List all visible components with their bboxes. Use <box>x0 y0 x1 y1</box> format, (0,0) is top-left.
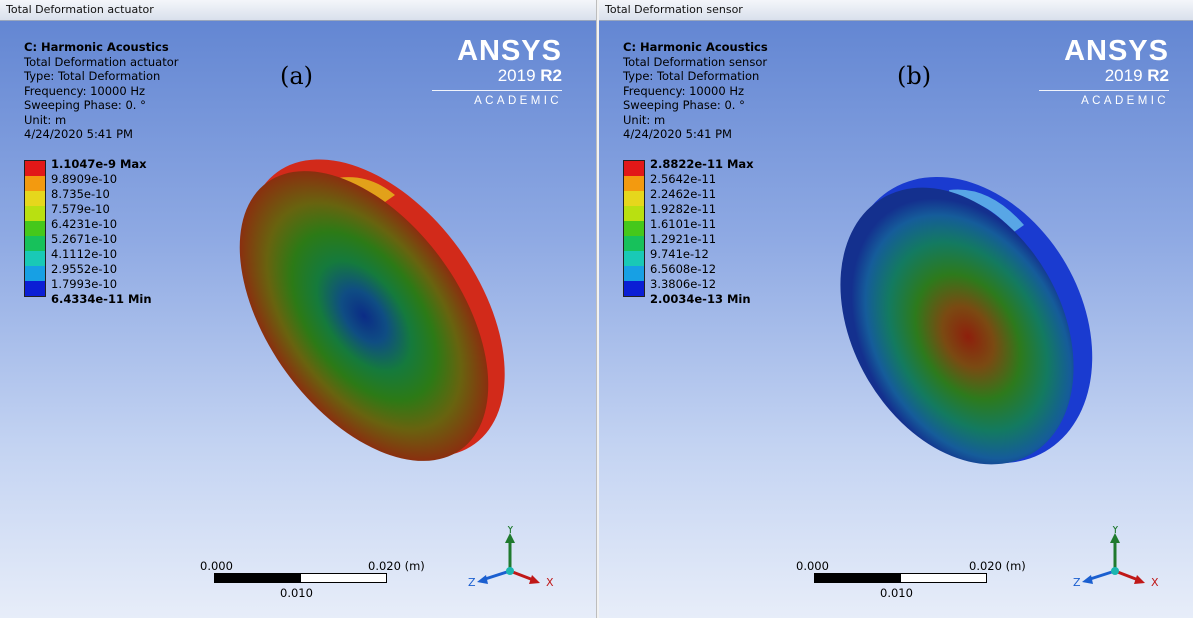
legend-value: 2.2462e-11 <box>650 187 717 201</box>
viewport-actuator[interactable]: Total Deformation actuator C: Harmonic A… <box>0 0 596 618</box>
scale-segment-black <box>214 573 301 583</box>
scale-mid-label: 0.010 <box>880 586 913 600</box>
legend-value: 6.4231e-10 <box>51 217 118 231</box>
legend-band <box>624 206 644 221</box>
legend-value: 2.5642e-11 <box>650 172 717 186</box>
result-type: Type: Total Deformation <box>623 69 760 83</box>
legend-band <box>624 161 644 176</box>
figure-label: (a) <box>280 62 314 90</box>
scale-right-label: 0.020 (m) <box>969 559 1026 573</box>
legend-value: 8.735e-10 <box>51 187 110 201</box>
analysis-name: C: Harmonic Acoustics <box>623 40 768 54</box>
axis-z-label: Z <box>1073 576 1081 589</box>
ansys-logo: ANSYS 2019 R2 ACADEMIC <box>1039 36 1169 107</box>
legend-value: 3.3806e-12 <box>650 277 717 291</box>
legend-value: 2.9552e-10 <box>51 262 118 276</box>
result-phase: Sweeping Phase: 0. ° <box>24 98 146 112</box>
result-frequency: Frequency: 10000 Hz <box>24 83 146 98</box>
logo-edition: ACADEMIC <box>1081 95 1169 107</box>
axis-triad[interactable]: Y X Z <box>1065 526 1165 596</box>
legend-value: 1.9282e-11 <box>650 202 717 216</box>
scale-mid-label: 0.010 <box>280 586 313 600</box>
legend-color-bar <box>24 160 46 297</box>
legend-color-bar <box>623 160 645 297</box>
viewport-title: Total Deformation sensor <box>599 0 1193 21</box>
legend-min: 6.4334e-11 Min <box>51 292 152 306</box>
legend-band <box>25 251 45 266</box>
axis-y-label: Y <box>1111 526 1119 536</box>
panel-divider <box>596 0 599 618</box>
scale-left-label: 0.000 <box>796 559 829 573</box>
result-info: C: Harmonic Acoustics Total Deformation … <box>24 40 178 142</box>
legend-value: 1.2921e-11 <box>650 232 717 246</box>
legend-band <box>624 266 644 281</box>
figure-label: (b) <box>897 62 932 90</box>
disc-face <box>239 171 489 461</box>
scale-segment-black <box>814 573 901 583</box>
disc-face <box>840 187 1074 465</box>
logo-year: 2019 <box>1104 66 1143 85</box>
legend-value: 9.741e-12 <box>650 247 709 261</box>
legend-max: 2.8822e-11 Max <box>650 157 754 171</box>
legend-band <box>25 161 45 176</box>
result-phase: Sweeping Phase: 0. ° <box>623 98 745 112</box>
logo-release: R2 <box>1147 66 1169 85</box>
legend-value: 5.2671e-10 <box>51 232 118 246</box>
axis-x-label: X <box>546 576 554 589</box>
legend-value: 7.579e-10 <box>51 202 110 216</box>
legend-band <box>25 266 45 281</box>
legend-band <box>624 221 644 236</box>
result-timestamp: 4/24/2020 5:41 PM <box>623 127 732 141</box>
legend-band <box>624 251 644 266</box>
scale-left-label: 0.000 <box>200 559 233 573</box>
axis-y-label: Y <box>506 526 514 536</box>
legend-band <box>25 206 45 221</box>
legend-band <box>624 191 644 206</box>
legend-value: 9.8909e-10 <box>51 172 118 186</box>
axis-triad[interactable]: Y X Z <box>460 526 560 596</box>
legend-min: 2.0034e-13 Min <box>650 292 751 306</box>
analysis-name: C: Harmonic Acoustics <box>24 40 169 54</box>
axis-z-label: Z <box>468 576 476 589</box>
legend-band <box>25 281 45 296</box>
ansys-logo: ANSYS 2019 R2 ACADEMIC <box>432 36 562 107</box>
logo-brand: ANSYS <box>457 35 562 67</box>
result-name: Total Deformation sensor <box>623 54 768 69</box>
axis-x-label: X <box>1151 576 1159 589</box>
result-unit: Unit: m <box>623 112 666 127</box>
result-unit: Unit: m <box>24 112 67 127</box>
result-name: Total Deformation actuator <box>24 54 179 69</box>
scale-segment-white <box>900 573 987 583</box>
logo-edition: ACADEMIC <box>474 95 562 107</box>
scale-segment-white <box>300 573 387 583</box>
result-frequency: Frequency: 10000 Hz <box>623 83 745 98</box>
legend-value: 6.5608e-12 <box>650 262 717 276</box>
legend-value: 4.1112e-10 <box>51 247 118 261</box>
legend-band <box>25 191 45 206</box>
legend-band <box>25 176 45 191</box>
viewport-sensor[interactable]: Total Deformation sensor C: Harmonic Aco… <box>599 0 1193 618</box>
legend-band <box>624 176 644 191</box>
legend-value: 1.6101e-11 <box>650 217 717 231</box>
legend-band <box>624 281 644 296</box>
legend-max: 1.1047e-9 Max <box>51 157 147 171</box>
logo-release: R2 <box>540 66 562 85</box>
viewport-title: Total Deformation actuator <box>0 0 596 21</box>
logo-year: 2019 <box>497 66 536 85</box>
legend-band <box>25 236 45 251</box>
disc-model[interactable] <box>799 170 1119 480</box>
result-info: C: Harmonic Acoustics Total Deformation … <box>623 40 768 142</box>
legend-band <box>25 221 45 236</box>
scale-right-label: 0.020 (m) <box>368 559 425 573</box>
logo-brand: ANSYS <box>1064 35 1169 67</box>
disc-model[interactable] <box>190 150 560 490</box>
legend-value: 1.7993e-10 <box>51 277 118 291</box>
result-timestamp: 4/24/2020 5:41 PM <box>24 127 133 141</box>
result-type: Type: Total Deformation <box>24 69 161 83</box>
legend-band <box>624 236 644 251</box>
